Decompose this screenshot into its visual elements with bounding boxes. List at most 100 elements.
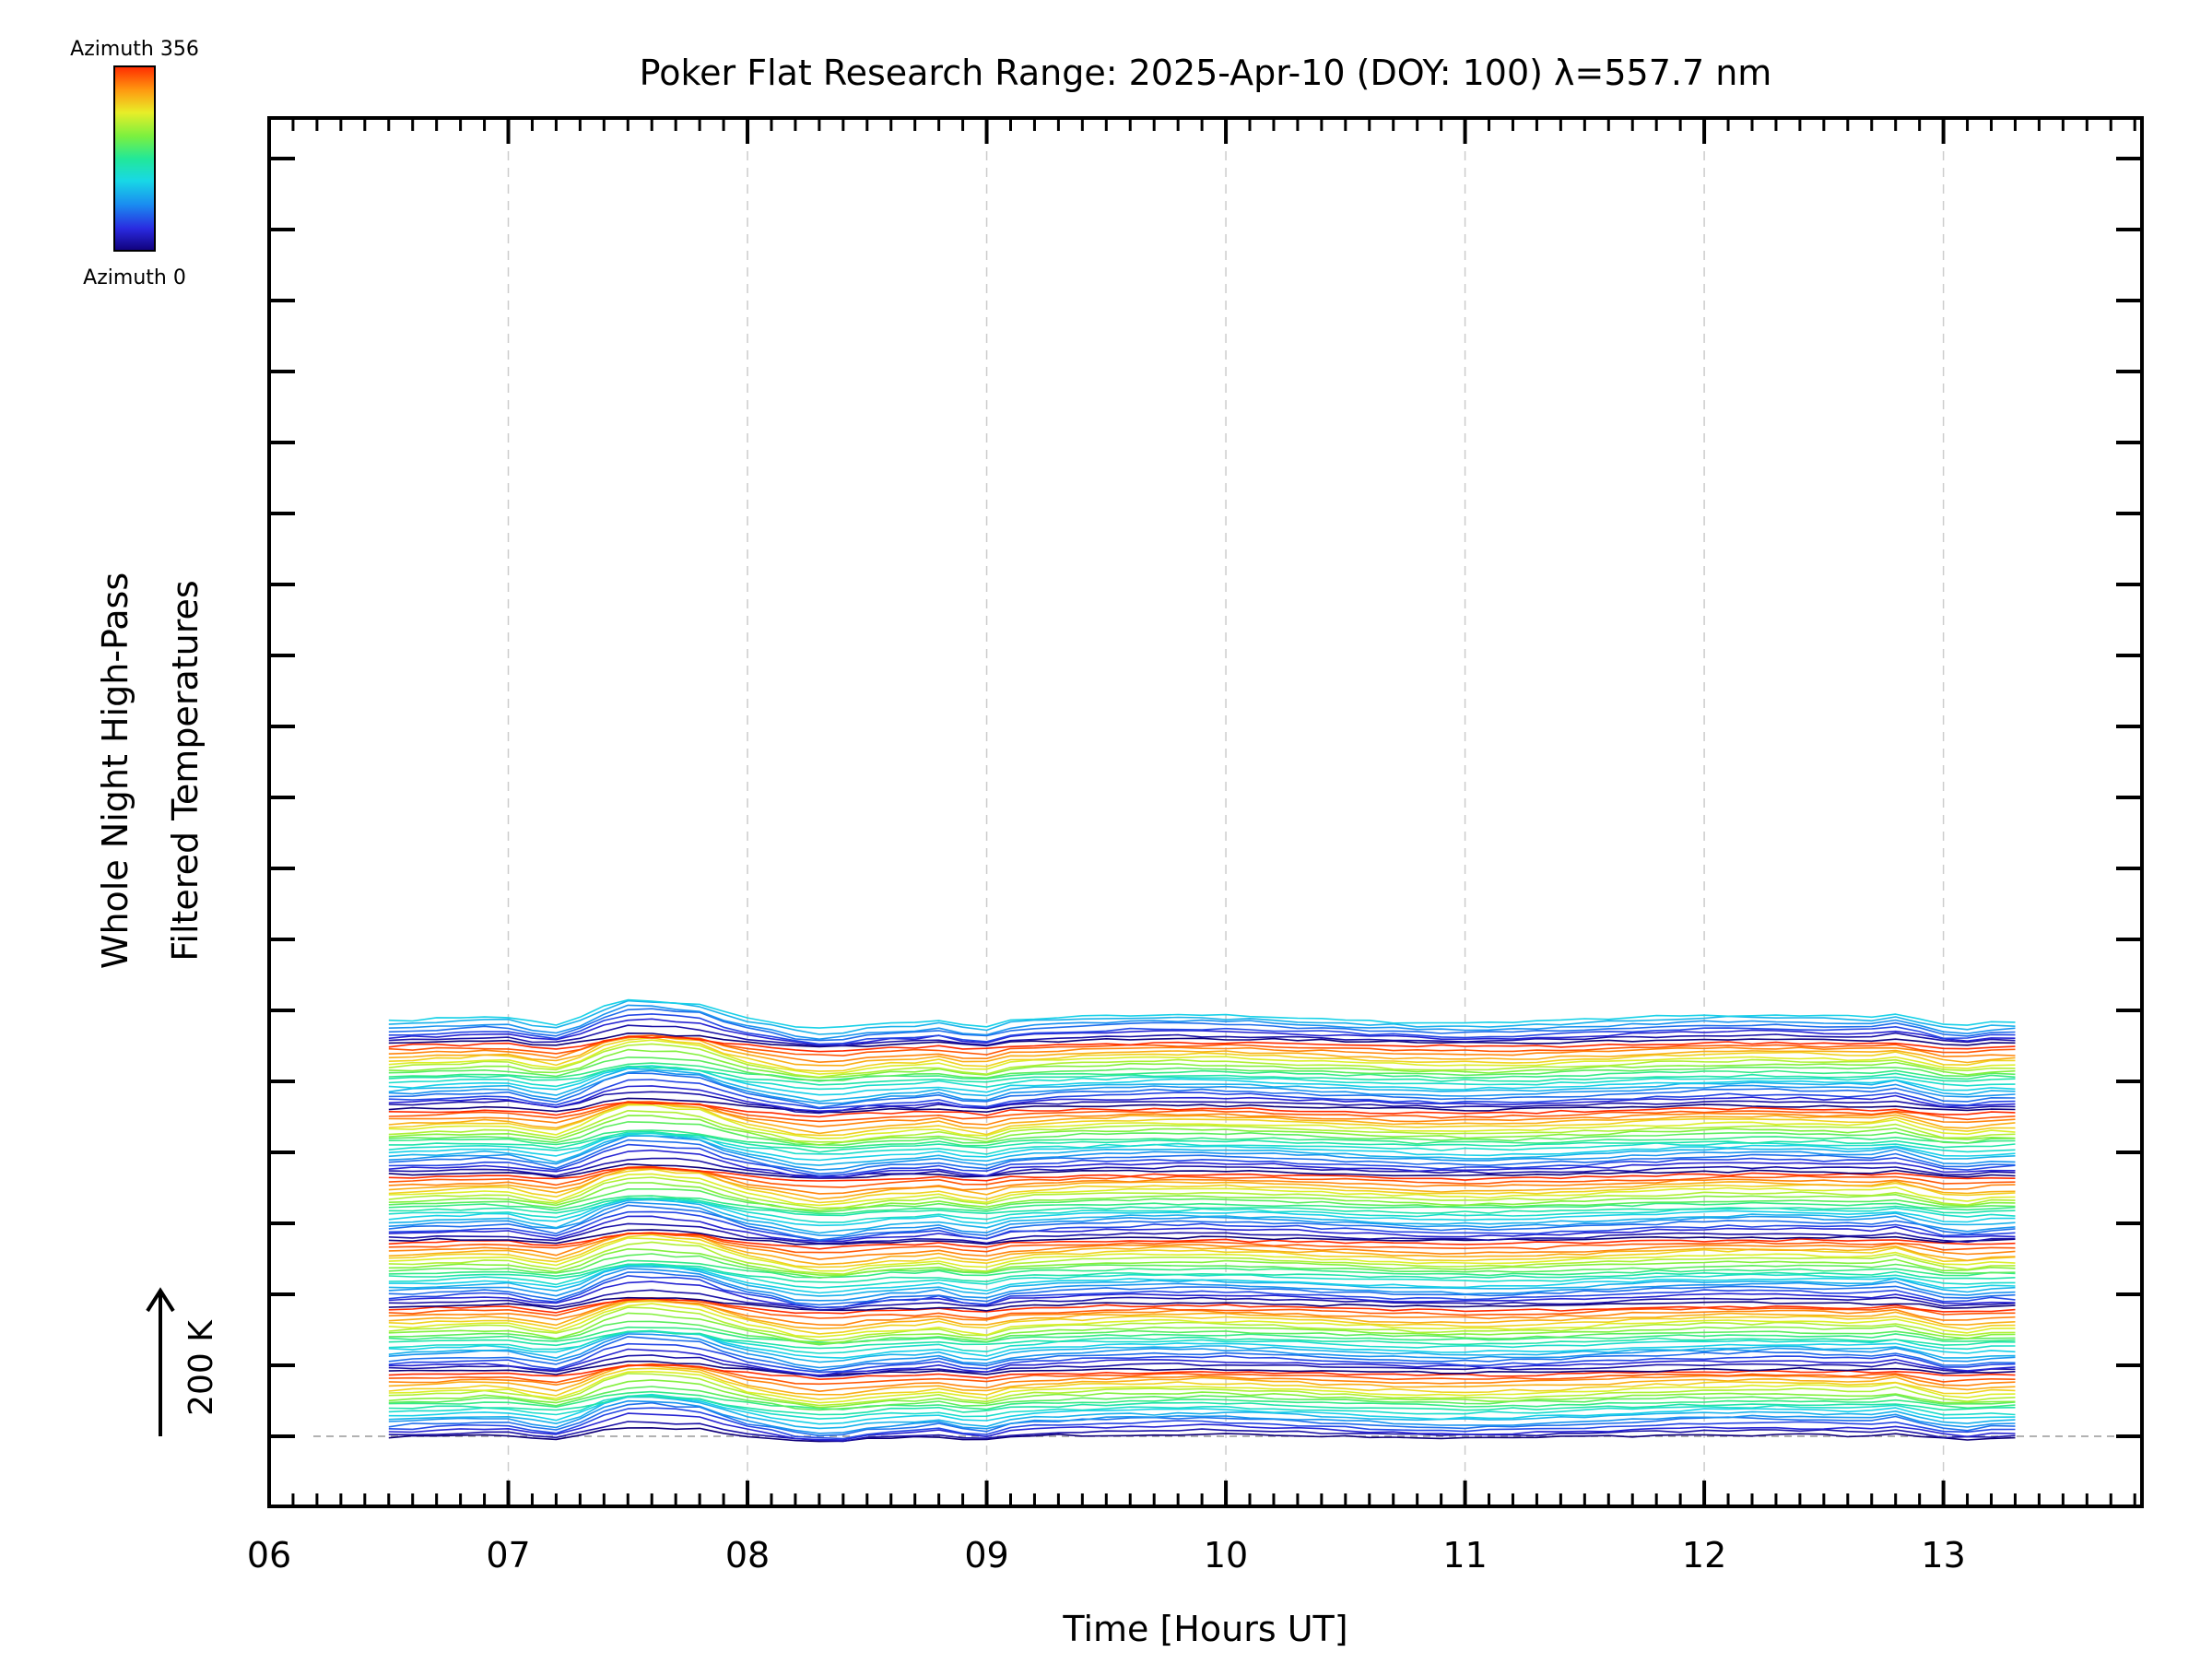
azimuth-series-line (388, 1065, 2016, 1086)
azimuth-series-line (388, 1103, 2016, 1139)
azimuth-series-line (388, 1396, 2016, 1430)
azimuth-series-line (388, 1241, 2016, 1275)
x-tick-label: 08 (725, 1535, 770, 1575)
azimuth-series-line (388, 1195, 2016, 1215)
azimuth-series-line (388, 1162, 2016, 1179)
x-axis-label: Time [Hours UT] (1062, 1609, 1347, 1649)
azimuth-series-line (388, 1364, 2016, 1380)
azimuth-series-line (388, 1097, 2016, 1114)
azimuth-series-line (388, 1367, 2016, 1400)
y-axis-label-line-1: Whole Night High-Pass (95, 572, 135, 969)
azimuth-series-line (388, 1188, 2016, 1213)
azimuth-series-line (388, 1354, 2016, 1377)
azimuth-series-line (388, 1320, 2016, 1346)
azimuth-series-line (388, 1198, 2016, 1234)
azimuth-series-line (388, 1139, 2016, 1175)
azimuth-series-line (388, 1268, 2016, 1302)
azimuth-series-line (388, 1204, 2016, 1241)
azimuth-series-line (388, 1197, 2016, 1217)
colorbar-max-label: Azimuth 356 (70, 38, 199, 61)
azimuth-series-line (388, 1182, 2016, 1211)
azimuth-series-line (388, 1091, 2016, 1115)
azimuth-series-line (388, 1237, 2016, 1272)
scale-arrow-head (146, 1287, 175, 1313)
azimuth-series-line (388, 1348, 2016, 1376)
azimuth-series-line (388, 1326, 2016, 1344)
x-tick-label: 13 (1921, 1535, 1965, 1575)
azimuth-series-line (388, 1263, 2016, 1289)
azimuth-series-line (388, 1024, 2016, 1047)
azimuth-series-line (388, 1110, 2016, 1143)
azimuth-series-line (388, 1333, 2016, 1369)
tick-layer (267, 118, 2142, 1506)
azimuth-series-line (388, 1421, 2016, 1443)
azimuth-series-line (388, 1253, 2016, 1279)
azimuth-series-line (388, 1013, 2016, 1045)
colorbar-min-label: Azimuth 0 (83, 266, 186, 289)
azimuth-series-line (388, 1166, 2016, 1182)
azimuth-series-line (388, 1034, 2016, 1056)
azimuth-series-line (388, 1296, 2016, 1312)
azimuth-series-line (388, 1399, 2016, 1434)
azimuth-series-line (388, 998, 2016, 1029)
azimuth-series-line (388, 1259, 2016, 1279)
azimuth-series-line (388, 1101, 2016, 1118)
x-tick-label: 07 (486, 1535, 530, 1575)
azimuth-series-line (388, 1386, 2016, 1411)
azimuth-series-line (388, 1280, 2016, 1309)
azimuth-series-line (388, 1121, 2016, 1146)
azimuth-series-line (388, 1035, 2016, 1053)
azimuth-series-line (388, 1289, 2016, 1311)
x-tick-label: 06 (247, 1535, 291, 1575)
azimuth-series-line (388, 1176, 2016, 1210)
x-tick-label: 09 (964, 1535, 1008, 1575)
azimuth-series-line (388, 1232, 2016, 1250)
azimuth-series-line (388, 1008, 2016, 1042)
colorbar (113, 65, 156, 252)
x-tick-label: 10 (1204, 1535, 1248, 1575)
azimuth-series-line (388, 1275, 2016, 1309)
azimuth-series-line (388, 1390, 2016, 1410)
azimuth-series-line (388, 1363, 2016, 1396)
azimuth-series-line (388, 1210, 2016, 1242)
azimuth-series-line (388, 1130, 2016, 1153)
scale-label: 200 K (182, 1319, 220, 1416)
azimuth-series-line (388, 1004, 2016, 1040)
azimuth-series-line (388, 1039, 2016, 1075)
azimuth-series-line (388, 1395, 2016, 1416)
x-tick-labels: 06 07 08 09 10 11 12 13 (247, 1535, 1966, 1575)
series-layer (388, 998, 2016, 1443)
azimuth-series-line (388, 1371, 2016, 1404)
azimuth-series-line (388, 1072, 2016, 1109)
plot-frame (267, 116, 2144, 1508)
azimuth-series-line (388, 1271, 2016, 1306)
azimuth-series-line (388, 1048, 2016, 1079)
azimuth-series-line (388, 1379, 2016, 1409)
azimuth-series-line (388, 1115, 2016, 1146)
azimuth-series-line (388, 1135, 2016, 1166)
azimuth-series-line (388, 1043, 2016, 1079)
azimuth-series-line (388, 1248, 2016, 1276)
scale-indicator: 200 K (146, 1287, 220, 1436)
azimuth-series-line (388, 1329, 2016, 1350)
azimuth-series-line (388, 1303, 2016, 1338)
azimuth-series-line (388, 1173, 2016, 1207)
azimuth-series-line (388, 1079, 2016, 1110)
azimuth-series-line (388, 1037, 2016, 1072)
azimuth-series-line (388, 1215, 2016, 1243)
azimuth-series-line (388, 1033, 2016, 1048)
azimuth-series-line (388, 1312, 2016, 1345)
azimuth-series-line (388, 1412, 2016, 1441)
azimuth-series-line (388, 1149, 2016, 1179)
azimuth-series-line (388, 1407, 2016, 1440)
azimuth-series-line (388, 1393, 2016, 1420)
azimuth-series-line (388, 1297, 2016, 1315)
x-tick-label: 11 (1442, 1535, 1487, 1575)
azimuth-series-line (388, 1157, 2016, 1178)
azimuth-series-line (388, 1360, 2016, 1376)
azimuth-series-line (388, 1065, 2016, 1091)
y-axis-label: Whole Night High-Pass Filtered Temperatu… (95, 572, 206, 969)
azimuth-series-line (388, 1229, 2016, 1245)
chart-title: Poker Flat Research Range: 2025-Apr-10 (… (640, 53, 1772, 93)
